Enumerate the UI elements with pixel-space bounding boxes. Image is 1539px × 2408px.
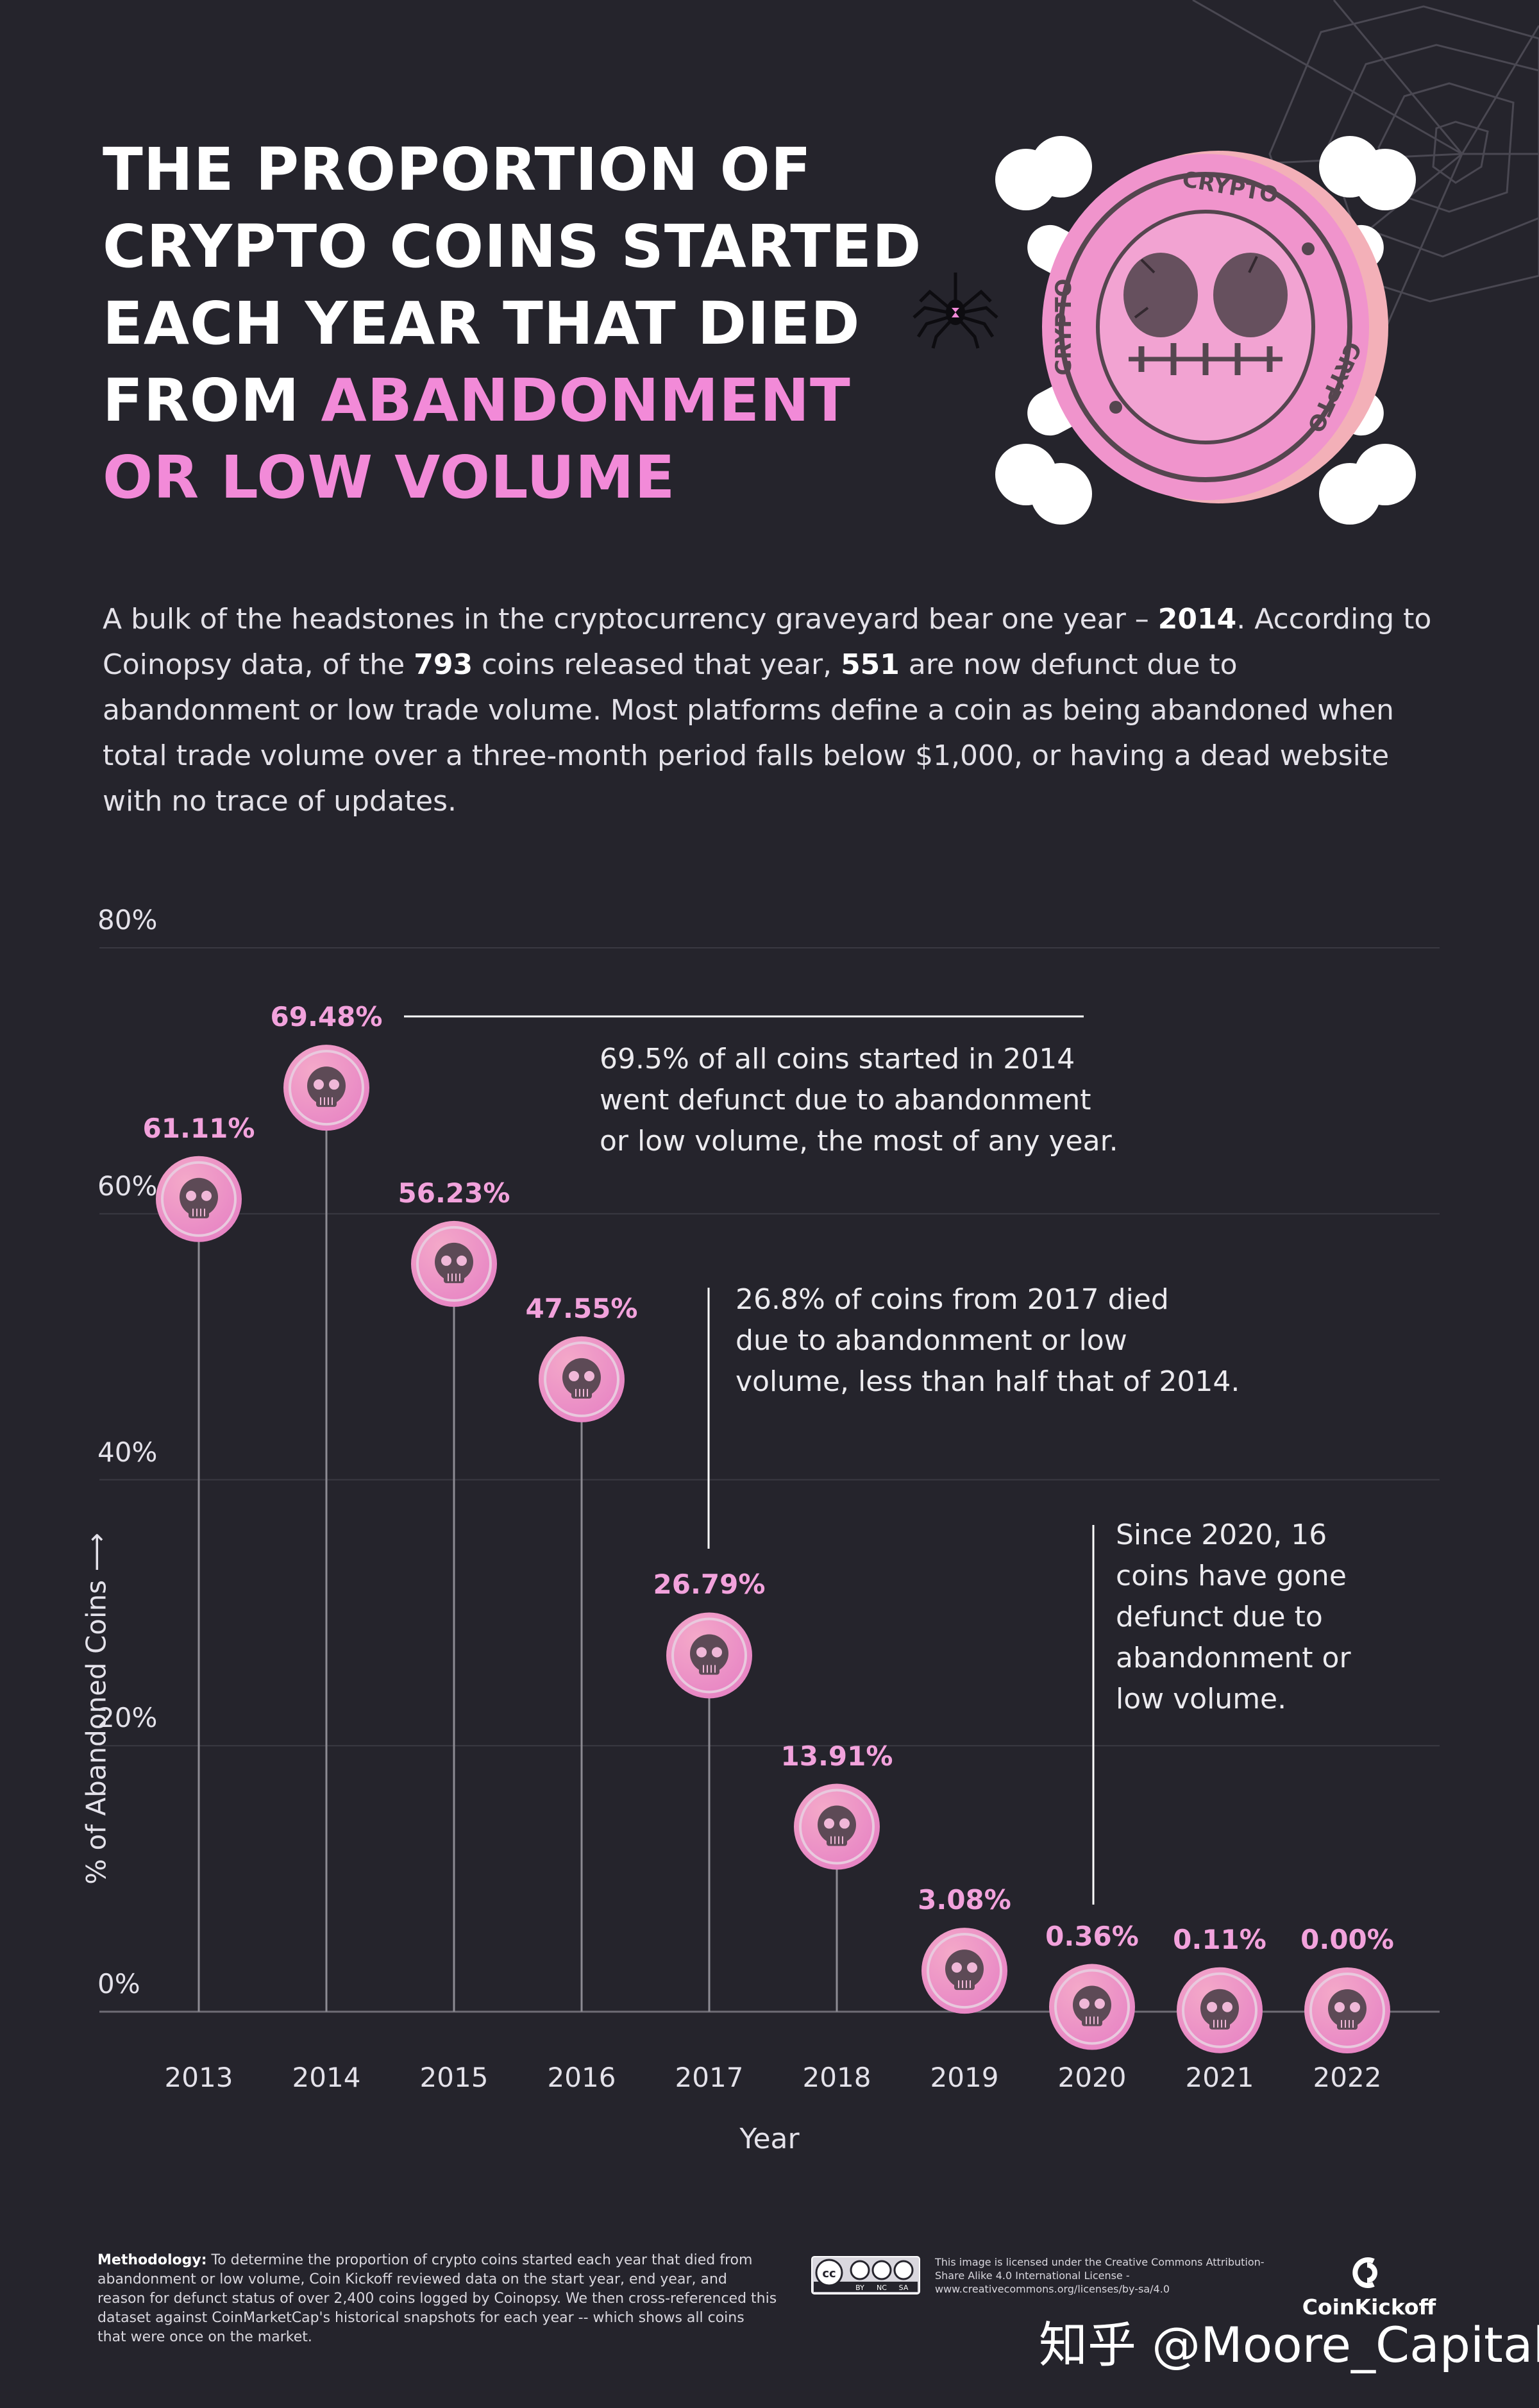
value-label-2020: 0.36% (1045, 1920, 1139, 1952)
skull-marker-2021 (1177, 1967, 1263, 2053)
annotation-2020-line-4: abandonment or (1116, 1642, 1351, 1674)
methodology-text: To determine the proportion of crypto co… (97, 2252, 777, 2345)
coinkickoff-logo-icon (1352, 2257, 1377, 2288)
annotation-2020-line-1: Since 2020, 16 (1116, 1519, 1327, 1551)
value-label-2022: 0.00% (1300, 1924, 1394, 1955)
x-tick-label-2016: 2016 (547, 2062, 616, 2093)
value-label-2015: 56.23% (398, 1177, 510, 1209)
x-tick-label-2022: 2022 (1313, 2062, 1382, 2093)
annotation-2017-line-3: volume, less than half that of 2014. (736, 1365, 1240, 1398)
skull-marker-2020 (1049, 1964, 1135, 2050)
value-label-2016: 47.55% (525, 1292, 638, 1324)
intro-text-4: are now defunct due to abandonment or lo… (103, 648, 1394, 818)
title-line-4-prefix: FROM (103, 366, 321, 435)
annotation-2017: 26.8% of coins from 2017 died due to aba… (736, 1279, 1313, 1402)
crypto-skull-logo: CRYPTO CRYPTO CRYPTO (995, 136, 1416, 525)
methodology-label: Methodology: (97, 2252, 207, 2268)
spider-icon (912, 273, 998, 349)
intro-text-3: coins released that year, (473, 648, 841, 681)
y-tick-label-0: 0% (97, 1968, 140, 2000)
annotation-2017-line-1: 26.8% of coins from 2017 died (736, 1283, 1169, 1316)
annotation-2020: Since 2020, 16 coins have gone defunct d… (1116, 1515, 1449, 1720)
value-label-2021: 0.11% (1173, 1923, 1266, 1955)
title-highlight-abandonment: ABANDONMENT (321, 366, 851, 435)
y-tick-label-80: 80% (97, 904, 158, 936)
x-axis-title: Year (739, 2123, 800, 2155)
brand-name: CoinKickoff (1302, 2294, 1436, 2320)
value-label-2013: 61.11% (142, 1112, 255, 1144)
value-label-2018: 13.91% (780, 1740, 893, 1772)
x-tick-label-2014: 2014 (292, 2062, 361, 2093)
x-tick-label-2015: 2015 (419, 2062, 489, 2093)
skull-marker-2016 (539, 1336, 625, 1422)
y-axis-title: % of Abandoned Coins ⟶ (80, 1533, 112, 1885)
title-line-2: CRYPTO COINS STARTED (103, 212, 922, 281)
intro-paragraph: A bulk of the headstones in the cryptocu… (103, 596, 1443, 824)
svg-text:CRYPTO: CRYPTO (1051, 279, 1077, 376)
intro-count-defunct: 551 (841, 648, 900, 681)
title-line-3: EACH YEAR THAT DIED (103, 289, 861, 358)
skull-marker-2022 (1304, 1967, 1390, 2053)
annotation-2014-line-3: or low volume, the most of any year. (600, 1125, 1118, 1158)
skull-marker-2019 (921, 1928, 1007, 2014)
svg-text:cc: cc (822, 2267, 836, 2280)
intro-year-2014: 2014 (1157, 603, 1237, 636)
x-tick-label-2019: 2019 (930, 2062, 999, 2093)
skull-marker-2014 (283, 1045, 369, 1131)
intro-text-2: . According to Coinopsy data, of the (103, 603, 1432, 681)
value-label-2017: 26.79% (653, 1569, 766, 1601)
x-tick-label-2017: 2017 (675, 2062, 744, 2093)
annotation-2020-line-5: low volume. (1116, 1683, 1287, 1715)
intro-count-released: 793 (414, 648, 473, 681)
methodology-note: Methodology: To determine the proportion… (97, 2251, 777, 2347)
x-tick-label-2018: 2018 (802, 2062, 871, 2093)
creative-commons-badge: cc BY NC SA (811, 2256, 920, 2294)
skull-marker-2018 (794, 1783, 880, 1870)
x-tick-label-2013: 2013 (164, 2062, 233, 2093)
value-label-2014: 69.48% (270, 1001, 383, 1033)
license-text: This image is licensed under the Creativ… (935, 2256, 1265, 2295)
svg-text:NC: NC (877, 2284, 887, 2292)
intro-text-1: A bulk of the headstones in the cryptocu… (103, 603, 1158, 636)
annotation-2020-line-3: defunct due to (1116, 1601, 1323, 1633)
title-line-4: FROM ABANDONMENT (103, 362, 936, 439)
value-label-2019: 3.08% (918, 1884, 1011, 1916)
annotation-2014: 69.5% of all coins started in 2014 went … (600, 1039, 1177, 1162)
annotation-2014-line-2: went defunct due to abandonment (600, 1084, 1091, 1116)
y-tick-label-60: 60% (97, 1170, 158, 1202)
annotation-2020-line-2: coins have gone (1116, 1560, 1347, 1592)
watermark: 知乎 @Moore_Capital (1039, 2316, 1539, 2373)
annotation-2017-line-2: due to abandonment or low (736, 1324, 1127, 1357)
skull-marker-2015 (411, 1220, 497, 1307)
svg-text:SA: SA (899, 2284, 909, 2292)
annotation-2014-line-1: 69.5% of all coins started in 2014 (600, 1043, 1075, 1075)
title-line-1: THE PROPORTION OF (103, 135, 812, 204)
y-tick-label-20: 20% (97, 1702, 158, 1734)
skull-marker-2017 (666, 1612, 752, 1699)
svg-text:BY: BY (855, 2284, 864, 2292)
x-tick-label-2020: 2020 (1057, 2062, 1127, 2093)
page-title: THE PROPORTION OF CRYPTO COINS STARTED E… (103, 131, 936, 516)
y-tick-label-40: 40% (97, 1436, 158, 1468)
title-highlight-low-volume: OR LOW VOLUME (103, 443, 676, 512)
x-tick-label-2021: 2021 (1185, 2062, 1254, 2093)
